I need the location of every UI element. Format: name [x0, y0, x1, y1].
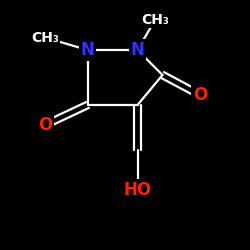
Text: O: O	[193, 86, 207, 104]
Text: O: O	[38, 116, 52, 134]
Text: N: N	[130, 41, 144, 59]
Text: CH₃: CH₃	[141, 13, 169, 27]
Text: HO: HO	[124, 181, 152, 199]
Text: CH₃: CH₃	[31, 30, 59, 44]
Text: N: N	[80, 41, 94, 59]
